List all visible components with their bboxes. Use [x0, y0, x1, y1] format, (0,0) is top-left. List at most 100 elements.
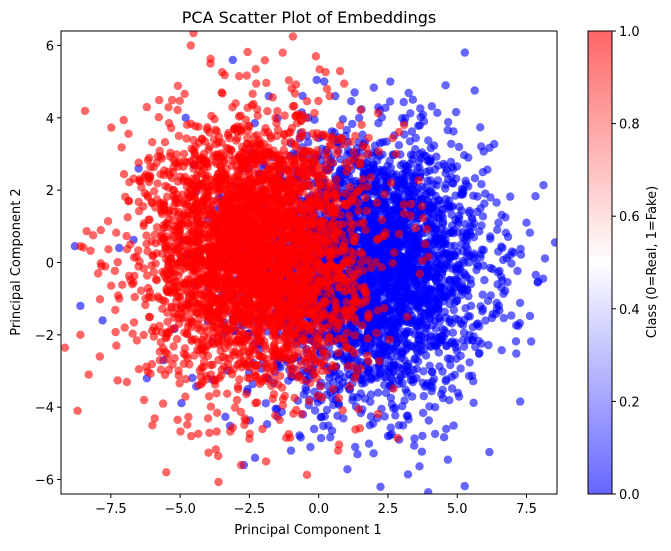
scatter-point [461, 304, 470, 313]
scatter-point [309, 424, 319, 434]
scatter-point [418, 431, 427, 441]
scatter-point [373, 409, 383, 419]
scatter-point [177, 399, 186, 408]
scatter-point [486, 193, 495, 202]
scatter-point [358, 266, 368, 275]
scatter-point [439, 433, 449, 442]
scatter-point [459, 268, 469, 278]
scatter-point [493, 225, 502, 234]
scatter-point [316, 433, 326, 443]
scatter-point [461, 241, 471, 251]
scatter-point [290, 89, 300, 98]
scatter-point [406, 109, 415, 118]
scatter-point [485, 447, 494, 457]
scatter-point [404, 88, 413, 98]
scatter-point [119, 115, 128, 125]
scatter-point [306, 442, 315, 452]
scatter-point [404, 359, 413, 368]
scatter-point [317, 412, 326, 422]
scatter-point [115, 243, 124, 253]
scatter-point [449, 305, 458, 315]
scatter-point [410, 434, 419, 443]
scatter-point [492, 198, 501, 207]
scatter-point [86, 246, 95, 255]
scatter-point [169, 342, 178, 351]
scatter-point [513, 266, 522, 276]
scatter-point [484, 340, 493, 350]
scatter-point [444, 117, 453, 127]
scatter-point [381, 103, 390, 113]
scatter-point [353, 393, 362, 402]
scatter-point [176, 427, 185, 436]
scatter-point [376, 369, 385, 378]
scatter-point [494, 301, 504, 310]
scatter-point [376, 482, 385, 491]
scatter-point [145, 215, 154, 224]
scatter-point [394, 322, 403, 331]
scatter-point [531, 270, 540, 280]
scatter-point [438, 367, 447, 376]
scatter-point [487, 313, 497, 323]
scatter-point [118, 280, 127, 289]
scatter-point [399, 97, 408, 107]
scatter-point [347, 97, 356, 106]
scatter-point [334, 375, 344, 384]
scatter-point [452, 162, 462, 171]
scatter-point [325, 374, 334, 383]
scatter-point [402, 173, 411, 182]
scatter-point [457, 206, 466, 215]
scatter-point [396, 371, 405, 380]
scatter-point [373, 388, 383, 397]
scatter-point [417, 447, 427, 456]
scatter-point [107, 281, 116, 290]
scatter-point [429, 180, 438, 189]
scatter-point [369, 280, 378, 290]
scatter-point [394, 421, 404, 430]
scatter-point [391, 197, 400, 207]
scatter-point [464, 258, 474, 267]
scatter-point [385, 97, 395, 106]
scatter-point [516, 397, 525, 406]
scatter-point [447, 384, 457, 393]
series-class-1 [61, 31, 433, 487]
scatter-point [98, 316, 107, 325]
scatter-point [184, 412, 193, 422]
scatter-point [326, 433, 335, 442]
scatter-point [381, 201, 390, 211]
scatter-point [407, 127, 417, 136]
scatter-point [426, 204, 436, 214]
scatter-point [460, 315, 469, 325]
scatter-point [357, 338, 366, 347]
scatter-point [310, 115, 319, 125]
scatter-point [250, 453, 260, 462]
scatter-point [449, 282, 459, 291]
scatter-point [435, 195, 444, 205]
scatter-point [372, 316, 382, 325]
scatter-point [387, 375, 397, 384]
scatter-point [391, 411, 400, 420]
scatter-point [447, 202, 456, 211]
scatter-point [206, 402, 216, 411]
scatter-point [377, 215, 387, 224]
scatter-point [473, 261, 483, 271]
scatter-point [469, 398, 478, 407]
scatter-point [440, 307, 449, 317]
scatter-point [351, 442, 360, 452]
scatter-point [342, 125, 351, 135]
scatter-point [465, 227, 474, 237]
scatter-point [401, 330, 410, 339]
scatter-point [436, 282, 445, 291]
scatter-point [111, 327, 120, 337]
scatter-point [497, 283, 506, 292]
scatter-point [446, 157, 456, 167]
scatter-point [410, 441, 419, 450]
scatter-point [377, 349, 386, 358]
scatter-point [155, 95, 164, 105]
scatter-point [467, 213, 476, 222]
scatter-point [372, 181, 381, 190]
scatter-point [499, 313, 508, 323]
scatter-point [420, 337, 429, 346]
scatter-point [386, 423, 395, 432]
scatter-point [460, 481, 469, 491]
scatter-point [398, 402, 407, 411]
